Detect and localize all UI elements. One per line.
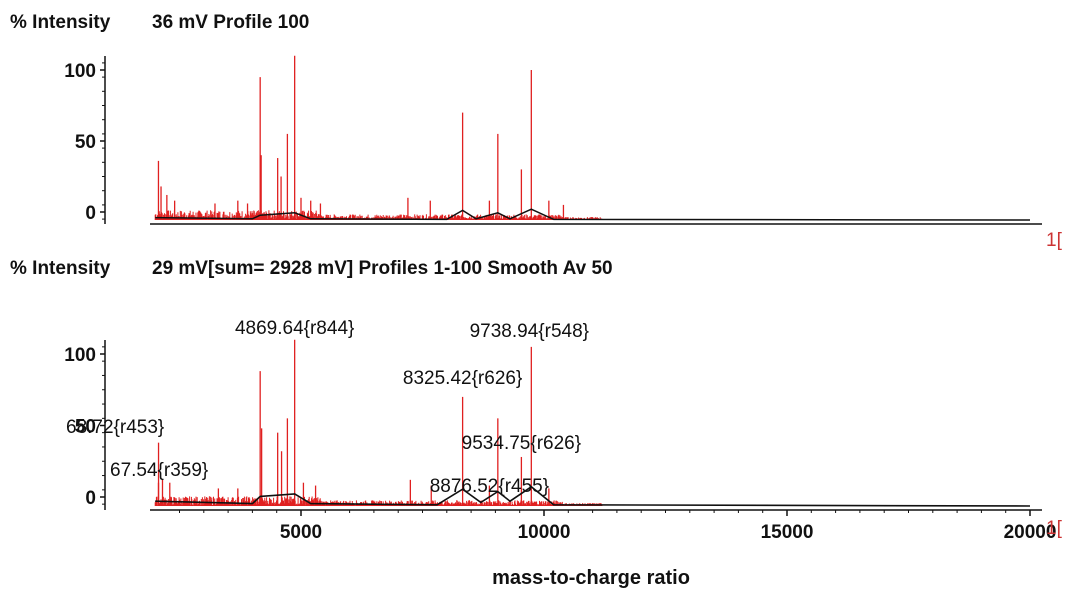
bottom-x-tick-label: 10000 xyxy=(518,522,571,543)
x-axis-label: mass-to-charge ratio xyxy=(492,567,690,589)
peak-annotations: 4869.64{r844} 9738.94{r548} 8325.42{r626} 6… xyxy=(66,318,589,497)
peak-annotation-label: 8876.52{r455} xyxy=(430,476,549,497)
peak-annotation-label: 4869.64{r844} xyxy=(235,318,354,339)
bottom-x-tick-label: 20000 xyxy=(1004,522,1057,543)
top-y-tick-label: 50 xyxy=(75,132,96,153)
bottom-x-ticks: 5000 10000 15000 20000 xyxy=(179,510,1057,543)
peak-annotation-label: 8325.42{r626} xyxy=(403,368,522,389)
bottom-panel-header: 29 mV[sum= 2928 mV] Profiles 1-100 Smoot… xyxy=(152,258,613,279)
bottom-x-tick-label: 5000 xyxy=(280,522,322,543)
peak-annotation-label: 68.72{r453} xyxy=(66,417,164,438)
top-y-ticks: 0 50 100 xyxy=(64,61,105,224)
peak-annotation-label: 9738.94{r548} xyxy=(470,321,589,342)
bottom-raw-trace xyxy=(154,339,603,506)
bottom-y-tick-label: 100 xyxy=(64,345,96,366)
bottom-y-ticks: 0 50 100 xyxy=(64,345,105,509)
top-raw-trace xyxy=(154,55,603,220)
bottom-y-tick-label: 0 xyxy=(85,488,96,509)
top-smoothed-trace xyxy=(155,208,1031,221)
top-panel: % Intensity 36 mV Profile 100 0 50 100 1[ xyxy=(10,12,1063,251)
peak-annotation-label: 9534.75{r626} xyxy=(462,433,581,454)
bottom-y-axis-label: % Intensity xyxy=(10,258,111,279)
top-y-tick-label: 100 xyxy=(64,61,96,82)
bottom-edge-mark: 1[ xyxy=(1046,518,1063,539)
peak-annotation-label: 67.54{r359} xyxy=(110,460,208,481)
bottom-y-tick-label: 50 xyxy=(75,417,96,438)
top-y-axis-label: % Intensity xyxy=(10,12,111,33)
top-edge-mark: 1[ xyxy=(1046,230,1063,251)
top-panel-header: 36 mV Profile 100 xyxy=(152,12,309,33)
top-y-tick-label: 0 xyxy=(85,203,96,224)
bottom-panel: % Intensity 29 mV[sum= 2928 mV] Profiles… xyxy=(10,258,1063,589)
bottom-smoothed-trace xyxy=(155,485,1031,507)
bottom-x-tick-label: 15000 xyxy=(761,522,814,543)
